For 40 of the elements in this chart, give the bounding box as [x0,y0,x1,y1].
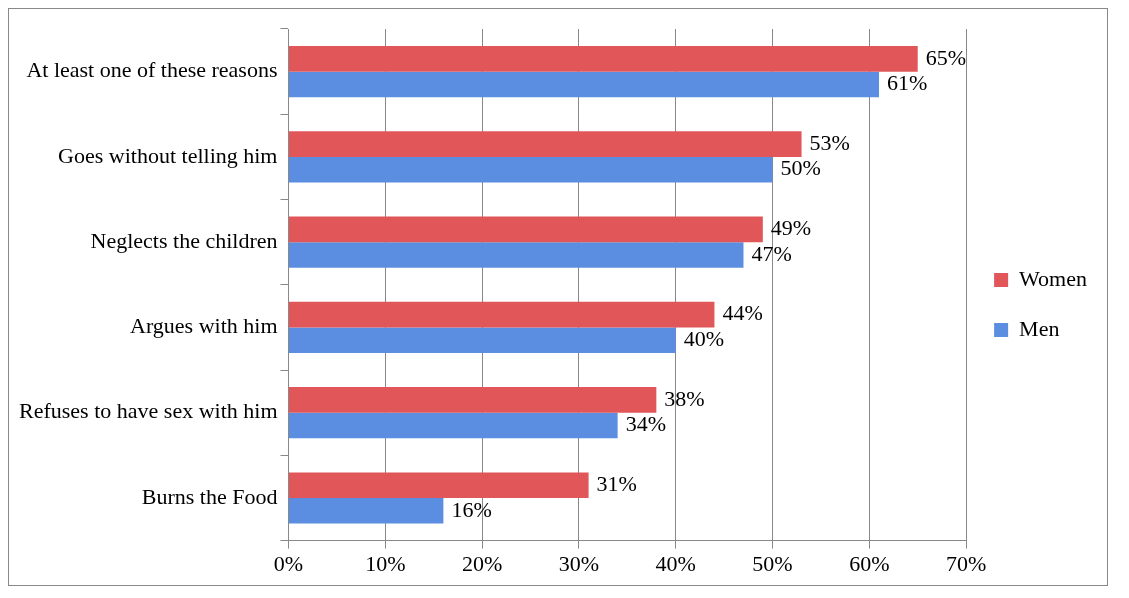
bar [289,327,676,354]
x-tick-label: 0% [273,550,304,576]
data-label: 31% [596,470,637,496]
bar [289,301,715,328]
x-tick-label: 30% [558,550,600,576]
x-tick-label: 70% [945,550,987,576]
x-tick-label: 50% [752,550,793,576]
bar [289,46,918,72]
legend-label: Men [1019,315,1060,341]
bar [289,216,763,243]
x-tick-label: 60% [849,550,890,576]
data-label: 44% [722,300,763,326]
bar [289,242,744,268]
x-tick-label: 40% [655,550,696,576]
data-label: 47% [751,240,792,266]
y-tick-label: Argues with him [130,313,278,339]
bar [289,131,802,157]
data-label: 34% [625,411,666,437]
data-label: 38% [664,385,705,411]
x-tick-label: 20% [461,550,503,576]
bar [289,412,618,439]
y-tick-label: Refuses to have sex with him [19,398,278,424]
data-label: 40% [683,326,725,351]
bar [289,387,657,413]
y-tick-label: Goes without telling him [58,142,278,168]
bar [289,472,589,498]
data-label: 65% [925,44,967,70]
bar [289,497,444,524]
y-tick-label: Burns the Food [141,483,278,509]
data-label: 53% [809,129,850,155]
y-tick-label: Neglects the children [90,227,278,253]
bar [289,156,773,183]
legend-label: Women [1019,265,1088,291]
x-tick-label: 10% [365,550,406,576]
data-label: 49% [770,215,812,241]
data-label: 61% [887,70,928,96]
data-label: 50% [780,155,821,181]
bar [289,71,879,98]
data-label: 16% [451,496,492,522]
y-tick-label: At least one of these reasons [26,57,278,83]
